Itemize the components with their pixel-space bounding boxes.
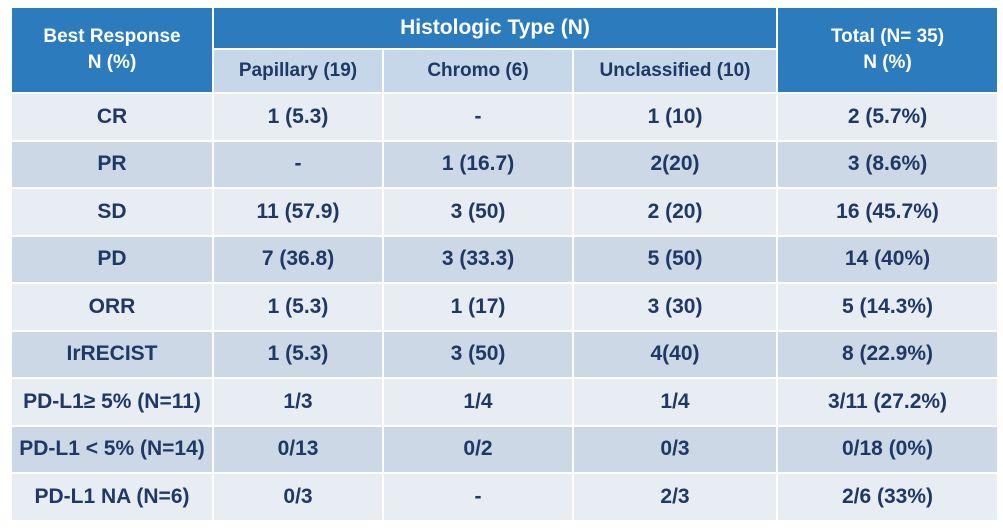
row-label: PD-L1≥ 5% (N=11): [12, 379, 212, 425]
cell: 3 (50): [384, 331, 572, 377]
header-line: N (%): [87, 52, 137, 73]
cell: -: [214, 141, 382, 187]
cell: 5 (14.3%): [778, 284, 998, 330]
cell: -: [384, 474, 572, 520]
subheader-row: Papillary (19) Chromo (6) Unclassified (10…: [12, 50, 997, 92]
cell: 1 (16.7): [384, 141, 572, 187]
table-row: IrRECIST 1 (5.3) 3 (50) 4(40) 8 (22.9%): [12, 331, 998, 377]
cell: 1/4: [574, 379, 777, 425]
row-label: PD-L1 NA (N=6): [12, 474, 212, 520]
table-row: PD-L1 NA (N=6) 0/3-2/3 2/6 (33%): [12, 474, 998, 520]
cell: 3/11 (27.2%): [778, 379, 998, 425]
cell: 14 (40%): [778, 236, 998, 282]
best-response-header: Best Response N (%): [12, 8, 212, 92]
cell: 3 (8.6%): [778, 141, 998, 187]
group-header: Histologic Type (N): [214, 8, 777, 48]
cell: 3 (30): [574, 284, 777, 330]
table-row: PD 7 (36.8) 3 (33.3) 5 (50) 14 (40%): [12, 236, 998, 282]
table-body: Best Response N (%) Histologic Type (N) T…: [12, 8, 998, 520]
row-label: PD: [12, 236, 212, 282]
cell: 2 (5.7%): [778, 94, 998, 140]
cell: 0/2: [384, 426, 572, 472]
table-row: PD-L1 < 5% (N=14) 0/13 0/2 0/3 0/18 (0%): [12, 426, 998, 472]
cell: 3 (33.3): [384, 236, 572, 282]
cell: -: [384, 94, 572, 140]
cell: 11 (57.9): [214, 189, 382, 235]
row-label: PR: [12, 141, 212, 187]
cell: 5 (50): [574, 236, 777, 282]
column-header: Chromo (6): [384, 50, 572, 92]
cell: 2 (20): [574, 189, 777, 235]
row-label: IrRECIST: [12, 331, 212, 377]
row-label: CR: [12, 94, 212, 140]
table-row: PD-L1≥ 5% (N=11) 1/3 1/4 1/4 3/11 (27.2%): [12, 379, 998, 425]
cell: 16 (45.7%): [778, 189, 998, 235]
cell: 1 (5.3): [214, 284, 382, 330]
table-row: ORR 1 (5.3) 1 (17) 3 (30) 5 (14.3%): [12, 284, 998, 330]
table-row: CR 1 (5.3) -1 (10) 2 (5.7%): [12, 94, 998, 140]
cell: 1/3: [214, 379, 382, 425]
cell: 0/3: [214, 474, 382, 520]
cell: 1 (5.3): [214, 94, 382, 140]
cell: 2/3: [574, 474, 777, 520]
cell: 8 (22.9%): [778, 331, 998, 377]
response-table: Best Response N (%) Histologic Type (N) T…: [10, 6, 999, 522]
header-line: Total (N= 35): [830, 26, 945, 47]
header-line: N (%): [863, 52, 912, 73]
cell: 0/13: [214, 426, 382, 472]
cell: 0/3: [574, 426, 777, 472]
table-row: SD 11 (57.9) 3 (50) 2 (20) 16 (45.7%): [12, 189, 998, 235]
header-row: Best Response N (%) Histologic Type (N) T…: [12, 8, 998, 92]
cell: 4(40): [574, 331, 777, 377]
cell: 7 (36.8): [214, 236, 382, 282]
column-header: Papillary (19): [214, 50, 382, 92]
row-label: SD: [12, 189, 212, 235]
cell: 2(20): [574, 141, 777, 187]
row-label: PD-L1 < 5% (N=14): [12, 426, 212, 472]
column-header: Unclassified (10): [574, 50, 777, 92]
row-label: ORR: [12, 284, 212, 330]
cell: 1 (5.3): [214, 331, 382, 377]
cell: 0/18 (0%): [778, 426, 998, 472]
header-line: Best Response: [43, 26, 181, 47]
cell: 1 (17): [384, 284, 572, 330]
cell: 2/6 (33%): [778, 474, 998, 520]
cell: 1 (10): [574, 94, 777, 140]
total-header: Total (N= 35) N (%): [778, 8, 998, 92]
cell: 3 (50): [384, 189, 572, 235]
cell: 1/4: [384, 379, 572, 425]
table-row: PR -1 (16.7) 2(20) 3 (8.6%): [12, 141, 998, 187]
